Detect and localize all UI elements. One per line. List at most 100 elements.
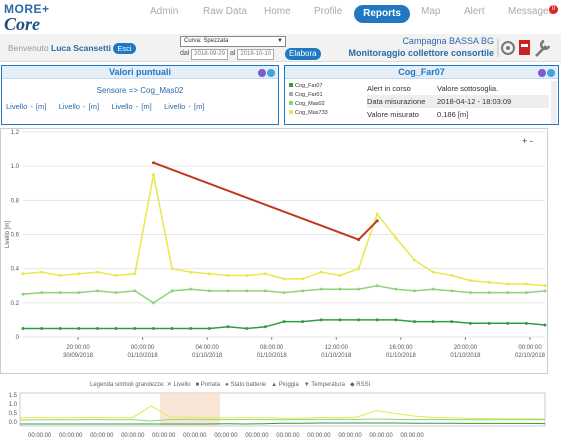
brand-logo: MORE+ Core — [4, 2, 60, 36]
legend-item[interactable]: ◆ RSSI — [350, 382, 371, 388]
sensor-swatch — [289, 92, 293, 96]
legend-item[interactable]: ▼ Temperatura — [303, 382, 345, 388]
nav-messages[interactable]: Messages — [508, 6, 554, 17]
sensor-list-item[interactable]: Cog_Mas733 — [289, 109, 351, 118]
data-point — [506, 282, 510, 286]
pdf-icon[interactable] — [519, 40, 530, 55]
nav-map[interactable]: Map — [421, 6, 441, 17]
zoom-controls: + - — [522, 136, 533, 146]
logout-button[interactable]: Esci — [113, 43, 136, 54]
curve-select[interactable]: Curva: Spezzata ▼ — [180, 36, 286, 47]
info-icon[interactable] — [547, 69, 555, 77]
navigator-selection[interactable] — [160, 393, 220, 426]
data-point — [40, 326, 44, 330]
data-point — [468, 321, 472, 325]
al-label: al — [229, 50, 236, 57]
navigator-frame — [19, 392, 546, 427]
data-point — [263, 325, 267, 329]
settings-icon[interactable] — [501, 41, 515, 55]
x-tick-label: 12:00:00 — [325, 345, 349, 351]
x-tick-date: 02/10/2018 — [515, 353, 546, 359]
navigator-tick: 00:00:00 — [121, 433, 153, 439]
refresh-icon[interactable] — [258, 69, 266, 77]
navigator-tick: 00:00:00 — [338, 433, 370, 439]
data-point — [338, 318, 342, 322]
detail-row: Data misurazione 2018-04-12 - 18:03:09 — [367, 95, 549, 108]
y-tick-label: 0.2 — [11, 301, 20, 307]
brand-line1: MORE+ — [4, 2, 50, 16]
navigator-tick: 00:00:00 — [369, 433, 401, 439]
data-point — [394, 287, 398, 291]
data-point — [543, 284, 547, 288]
x-tick-label: 00:00:00 — [131, 345, 155, 351]
navigator-chart[interactable]: 1.5 1.0 0.5 0.0 — [0, 392, 548, 432]
sensor-list-item[interactable]: Cog_Far01 — [289, 91, 351, 100]
sensor-list-item[interactable]: Cog_Far07 — [289, 82, 351, 91]
legend-item[interactable]: ● Stato batterie — [225, 382, 267, 388]
sensor-list: Cog_Far07 Cog_Far01 Cog_Mas02 Cog_Mas733 — [289, 82, 351, 118]
data-point — [394, 236, 398, 240]
data-point — [207, 272, 211, 276]
level-value: Livello - [m] — [111, 102, 152, 111]
info-icon[interactable] — [267, 69, 275, 77]
zoom-out-button[interactable]: - — [529, 136, 533, 146]
elabora-button[interactable]: Elabora — [285, 48, 321, 60]
toolbar-icons — [497, 39, 551, 57]
navigator-line — [20, 422, 546, 425]
data-point — [152, 326, 155, 330]
data-point — [133, 289, 137, 293]
data-point — [245, 274, 249, 277]
data-point — [487, 321, 491, 325]
dal-label: dal — [180, 50, 190, 57]
legend-item[interactable]: ▲ Pioggia — [271, 382, 299, 388]
data-point — [319, 287, 323, 291]
x-tick-date: 30/09/2018 — [63, 353, 94, 359]
sensor-list-item[interactable]: Cog_Mas02 — [289, 100, 351, 109]
point-values-panel: Valori puntuali Sensore => Cog_Mas02 Liv… — [1, 65, 279, 125]
data-point — [21, 272, 25, 276]
data-point — [375, 284, 379, 288]
wrench-icon[interactable] — [535, 39, 551, 57]
navigator-tick: 00:00:00 — [276, 433, 308, 439]
navigator-y-tick: 0.0 — [9, 420, 18, 426]
detail-key: Alert in corso — [367, 84, 411, 93]
data-point — [301, 289, 305, 293]
sensor-swatch — [289, 83, 293, 87]
nav-home[interactable]: Home — [264, 6, 291, 17]
detail-value: 2018-04-12 - 18:03:09 — [437, 97, 512, 106]
data-point — [114, 326, 118, 330]
data-point — [226, 325, 230, 329]
nav-admin[interactable]: Admin — [150, 6, 179, 17]
nav-reports[interactable]: Reports — [354, 5, 410, 23]
data-point — [338, 274, 342, 277]
nav-raw-data[interactable]: Raw Data — [203, 6, 247, 17]
chevron-down-icon: ▼ — [277, 38, 283, 44]
data-point — [245, 289, 249, 293]
nav-alert[interactable]: Alert — [464, 6, 485, 17]
date-from-input[interactable]: 2018-09-29 — [191, 49, 228, 60]
scrollbar[interactable] — [551, 81, 557, 124]
zoom-in-button[interactable]: + — [522, 136, 528, 146]
data-point — [468, 279, 472, 283]
sensor-swatch — [289, 110, 293, 114]
data-point — [282, 277, 286, 281]
level-value: Livello - [m] — [6, 102, 47, 111]
refresh-icon[interactable] — [538, 69, 546, 77]
x-tick-label: 08:00:00 — [260, 345, 284, 351]
x-tick-date: 01/10/2018 — [192, 353, 223, 359]
data-point — [375, 318, 379, 322]
series-line — [153, 161, 378, 241]
x-tick-label: 20:00:00 — [66, 345, 90, 351]
data-point — [431, 270, 435, 274]
legend-item[interactable]: ■ Portata — [195, 382, 221, 388]
legend-item[interactable]: ✕ Livello — [166, 382, 191, 388]
nav-profile[interactable]: Profile — [314, 6, 343, 17]
date-to-input[interactable]: 2018-10-10 — [237, 49, 275, 60]
data-point — [487, 291, 491, 295]
data-point — [77, 272, 81, 276]
site-title: Monitoraggio collettore consortile — [348, 48, 494, 58]
data-point — [450, 289, 454, 293]
data-point — [357, 287, 361, 291]
detail-row: Valore misurato 0.186 [m] — [367, 108, 549, 121]
data-point — [543, 289, 547, 293]
